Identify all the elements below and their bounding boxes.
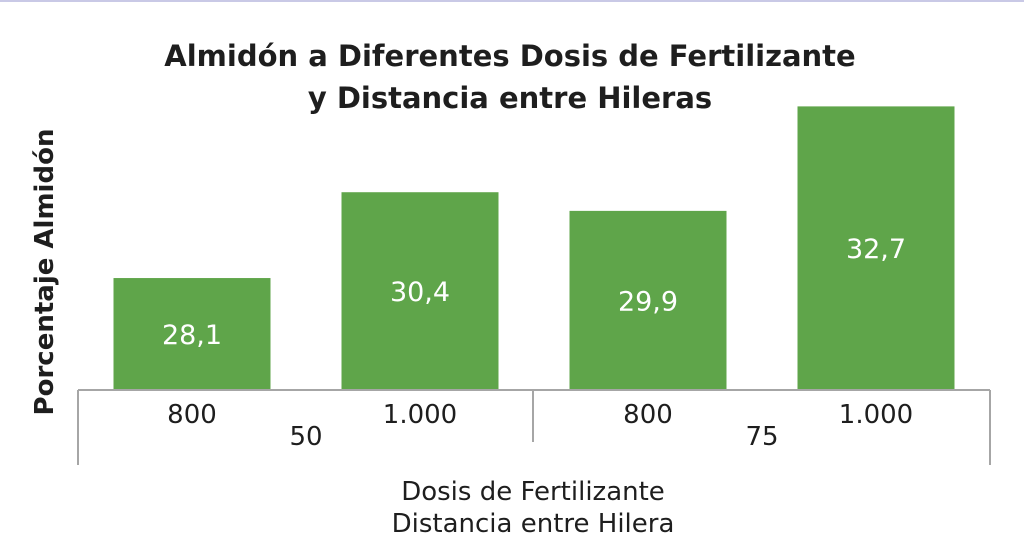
top-border [0, 0, 1024, 2]
x-tick-label: 1.000 [383, 400, 457, 430]
x-axis-label-1: Dosis de Fertilizante [401, 477, 665, 507]
bar-1 [341, 192, 499, 390]
x-tick-label: 1.000 [839, 400, 913, 430]
bar-2 [569, 210, 727, 390]
bar-value-label: 30,4 [390, 277, 450, 308]
chart-title-line-1: Almidón a Diferentes Dosis de Fertilizan… [164, 39, 855, 73]
chart-title-line-2: y Distancia entre Hileras [308, 81, 712, 115]
group-label: 50 [289, 422, 322, 452]
bar-3 [797, 106, 955, 390]
bar-value-label: 28,1 [162, 320, 222, 351]
bar-value-label: 32,7 [846, 234, 906, 265]
bar-value-label: 29,9 [618, 286, 678, 317]
x-axis-label-2: Distancia entre Hilera [392, 509, 675, 539]
group-label: 75 [745, 422, 778, 452]
x-tick-label: 800 [167, 400, 217, 430]
bar-0 [113, 278, 271, 390]
y-axis-label: Porcentaje Almidón [30, 129, 60, 416]
x-tick-label: 800 [623, 400, 673, 430]
